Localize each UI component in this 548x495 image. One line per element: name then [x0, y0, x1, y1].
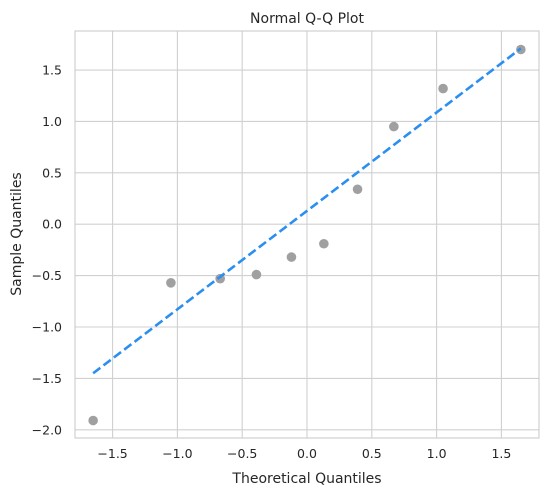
data-point — [389, 121, 399, 132]
x-axis-ticks: −1.5 −1.0 −0.5 0.0 0.5 1.0 1.5 — [97, 446, 511, 461]
y-tick-label: 1.5 — [42, 63, 62, 78]
y-tick-label: −1.0 — [32, 320, 62, 335]
data-point — [166, 278, 176, 288]
data-point — [352, 184, 363, 195]
chart-marks — [88, 44, 526, 426]
x-tick-label: 0.5 — [362, 446, 382, 461]
y-tick-label: −2.0 — [32, 422, 62, 437]
x-tick-label: 1.0 — [427, 446, 447, 461]
x-tick-label: −0.5 — [227, 446, 257, 461]
y-axis-ticks: −2.0 −1.5 −1.0 −0.5 0.0 0.5 1.0 1.5 — [32, 63, 62, 438]
chart-title: Normal Q-Q Plot — [250, 11, 364, 27]
data-point — [438, 83, 448, 94]
reference-line — [92, 47, 522, 375]
y-tick-label: −1.5 — [32, 371, 62, 386]
data-point — [319, 238, 329, 249]
y-tick-label: 0.0 — [42, 217, 62, 232]
grid — [75, 31, 539, 438]
x-tick-label: 0.0 — [297, 446, 317, 461]
data-point — [286, 252, 297, 262]
x-tick-label: −1.0 — [162, 446, 192, 461]
data-point — [88, 415, 98, 426]
y-tick-label: 0.5 — [42, 165, 62, 180]
y-tick-label: 1.0 — [42, 114, 62, 129]
y-tick-label: −0.5 — [32, 268, 62, 283]
y-axis-label: Sample Quantiles — [9, 172, 25, 295]
data-point — [251, 269, 262, 280]
plot-frame — [74, 30, 540, 439]
x-axis-label: Theoretical Quantiles — [231, 471, 381, 487]
x-tick-label: 1.5 — [491, 446, 511, 461]
x-tick-label: −1.5 — [97, 446, 127, 461]
